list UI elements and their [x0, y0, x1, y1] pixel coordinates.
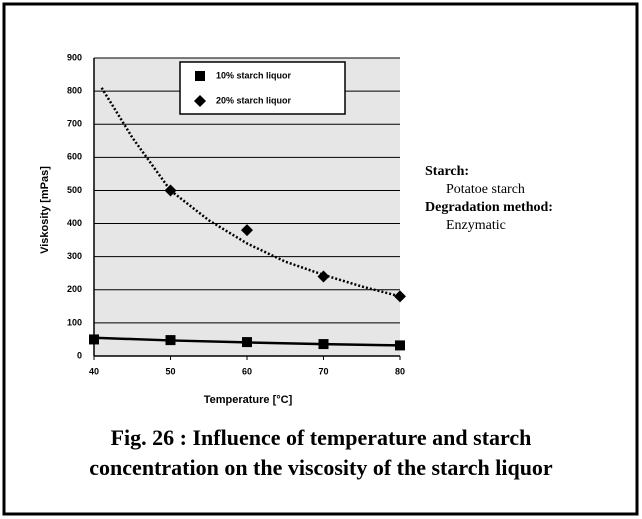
y-tick-label: 500	[67, 185, 82, 195]
marker	[395, 340, 405, 351]
marker	[89, 334, 99, 345]
marker	[164, 184, 177, 197]
marker	[242, 337, 252, 348]
y-tick-label: 400	[67, 218, 82, 228]
y-tick-label: 600	[67, 152, 82, 162]
y-tick-label: 200	[67, 284, 82, 294]
note: Starch:	[425, 164, 469, 179]
marker	[318, 339, 329, 350]
x-tick-label: 60	[242, 366, 252, 376]
y-tick-label: 900	[67, 52, 82, 62]
caption-line: Fig. 26 : Influence of temperature and s…	[111, 425, 532, 450]
x-tick-label: 70	[318, 366, 328, 376]
legend-label: 20% starch liquor	[216, 95, 292, 105]
marker	[394, 290, 406, 303]
marker	[241, 224, 253, 237]
x-axis-label: Temperature [°C]	[204, 394, 293, 406]
y-tick-label: 800	[67, 85, 82, 95]
y-tick-label: 100	[67, 317, 82, 327]
x-tick-label: 50	[165, 366, 175, 376]
y-tick-label: 300	[67, 251, 82, 261]
legend-label: 10% starch liquor	[216, 70, 292, 80]
y-tick-label: 0	[77, 350, 82, 360]
marker	[195, 71, 205, 81]
y-axis-label: Viskosity [mPas]	[39, 166, 51, 254]
note: Degradation method:	[425, 200, 553, 215]
marker	[317, 270, 330, 283]
note: Potatoe starch	[446, 182, 525, 197]
x-tick-label: 80	[395, 366, 405, 376]
caption-line: concentration on the viscosity of the st…	[89, 455, 553, 480]
x-tick-label: 40	[89, 366, 99, 376]
y-tick-label: 700	[67, 119, 82, 129]
trendline	[100, 87, 401, 298]
legend	[179, 61, 346, 115]
marker	[165, 335, 176, 346]
marker	[194, 95, 206, 107]
note: Enzymatic	[446, 218, 506, 233]
